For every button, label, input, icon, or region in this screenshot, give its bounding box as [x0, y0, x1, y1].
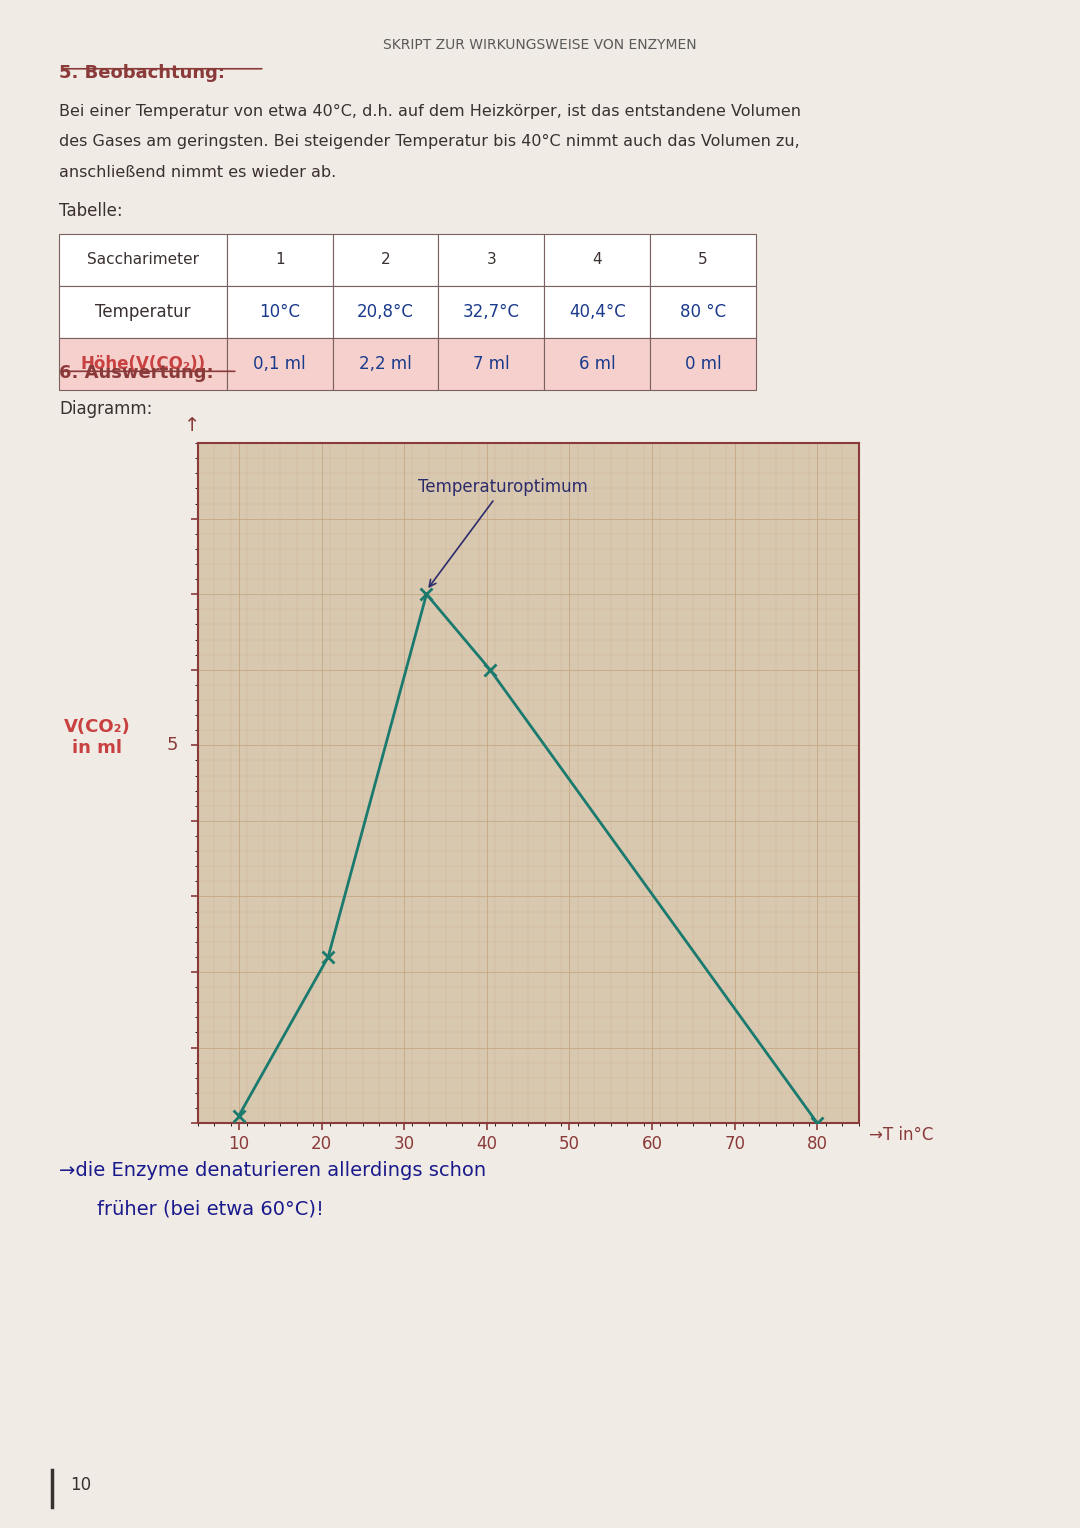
- Text: →T in°C: →T in°C: [869, 1126, 934, 1144]
- Text: Temperaturoptimum: Temperaturoptimum: [418, 478, 589, 587]
- Text: des Gases am geringsten. Bei steigender Temperatur bis 40°C nimmt auch das Volum: des Gases am geringsten. Bei steigender …: [59, 134, 800, 150]
- FancyBboxPatch shape: [650, 234, 756, 286]
- Text: 1: 1: [275, 252, 284, 267]
- FancyBboxPatch shape: [227, 338, 333, 390]
- Text: Bei einer Temperatur von etwa 40°C, d.h. auf dem Heizkörper, ist das entstandene: Bei einer Temperatur von etwa 40°C, d.h.…: [59, 104, 801, 119]
- FancyBboxPatch shape: [438, 338, 544, 390]
- Text: 6. Auswertung:: 6. Auswertung:: [59, 364, 214, 382]
- Text: 3: 3: [486, 252, 497, 267]
- Text: SKRIPT ZUR WIRKUNGSWEISE VON ENZYMEN: SKRIPT ZUR WIRKUNGSWEISE VON ENZYMEN: [383, 38, 697, 52]
- Text: 6 ml: 6 ml: [579, 354, 616, 373]
- Text: Tabelle:: Tabelle:: [59, 202, 123, 220]
- Text: 2,2 ml: 2,2 ml: [360, 354, 411, 373]
- FancyBboxPatch shape: [59, 338, 227, 390]
- Text: 5. Beobachtung:: 5. Beobachtung:: [59, 64, 226, 83]
- FancyBboxPatch shape: [59, 286, 227, 338]
- FancyBboxPatch shape: [438, 286, 544, 338]
- Text: 5: 5: [166, 736, 178, 755]
- Text: 80 °C: 80 °C: [680, 303, 726, 321]
- Text: 0 ml: 0 ml: [685, 354, 721, 373]
- FancyBboxPatch shape: [544, 338, 650, 390]
- FancyBboxPatch shape: [544, 234, 650, 286]
- Text: Temperatur: Temperatur: [95, 303, 191, 321]
- Text: 4: 4: [593, 252, 602, 267]
- Text: 2: 2: [381, 252, 390, 267]
- Text: 7 ml: 7 ml: [473, 354, 510, 373]
- Text: Diagramm:: Diagramm:: [59, 400, 152, 419]
- FancyBboxPatch shape: [438, 234, 544, 286]
- FancyBboxPatch shape: [650, 338, 756, 390]
- Text: 5: 5: [699, 252, 707, 267]
- FancyBboxPatch shape: [650, 286, 756, 338]
- Text: →die Enzyme denaturieren allerdings schon: →die Enzyme denaturieren allerdings scho…: [59, 1161, 486, 1180]
- Text: 40,4°C: 40,4°C: [569, 303, 625, 321]
- Text: ↑: ↑: [184, 417, 201, 435]
- FancyBboxPatch shape: [59, 234, 227, 286]
- Text: 0,1 ml: 0,1 ml: [254, 354, 306, 373]
- FancyBboxPatch shape: [227, 286, 333, 338]
- Text: 20,8°C: 20,8°C: [357, 303, 414, 321]
- Text: Saccharimeter: Saccharimeter: [87, 252, 199, 267]
- FancyBboxPatch shape: [227, 234, 333, 286]
- Text: 10°C: 10°C: [259, 303, 300, 321]
- Text: anschließend nimmt es wieder ab.: anschließend nimmt es wieder ab.: [59, 165, 337, 180]
- Text: 32,7°C: 32,7°C: [463, 303, 519, 321]
- FancyBboxPatch shape: [333, 338, 438, 390]
- FancyBboxPatch shape: [333, 286, 438, 338]
- Text: V(CO₂)
in ml: V(CO₂) in ml: [64, 718, 131, 756]
- FancyBboxPatch shape: [544, 286, 650, 338]
- Text: Höhe(V(CO₂)): Höhe(V(CO₂)): [81, 354, 205, 373]
- Text: früher (bei etwa 60°C)!: früher (bei etwa 60°C)!: [97, 1199, 324, 1218]
- FancyBboxPatch shape: [333, 234, 438, 286]
- Text: 10: 10: [70, 1476, 92, 1494]
